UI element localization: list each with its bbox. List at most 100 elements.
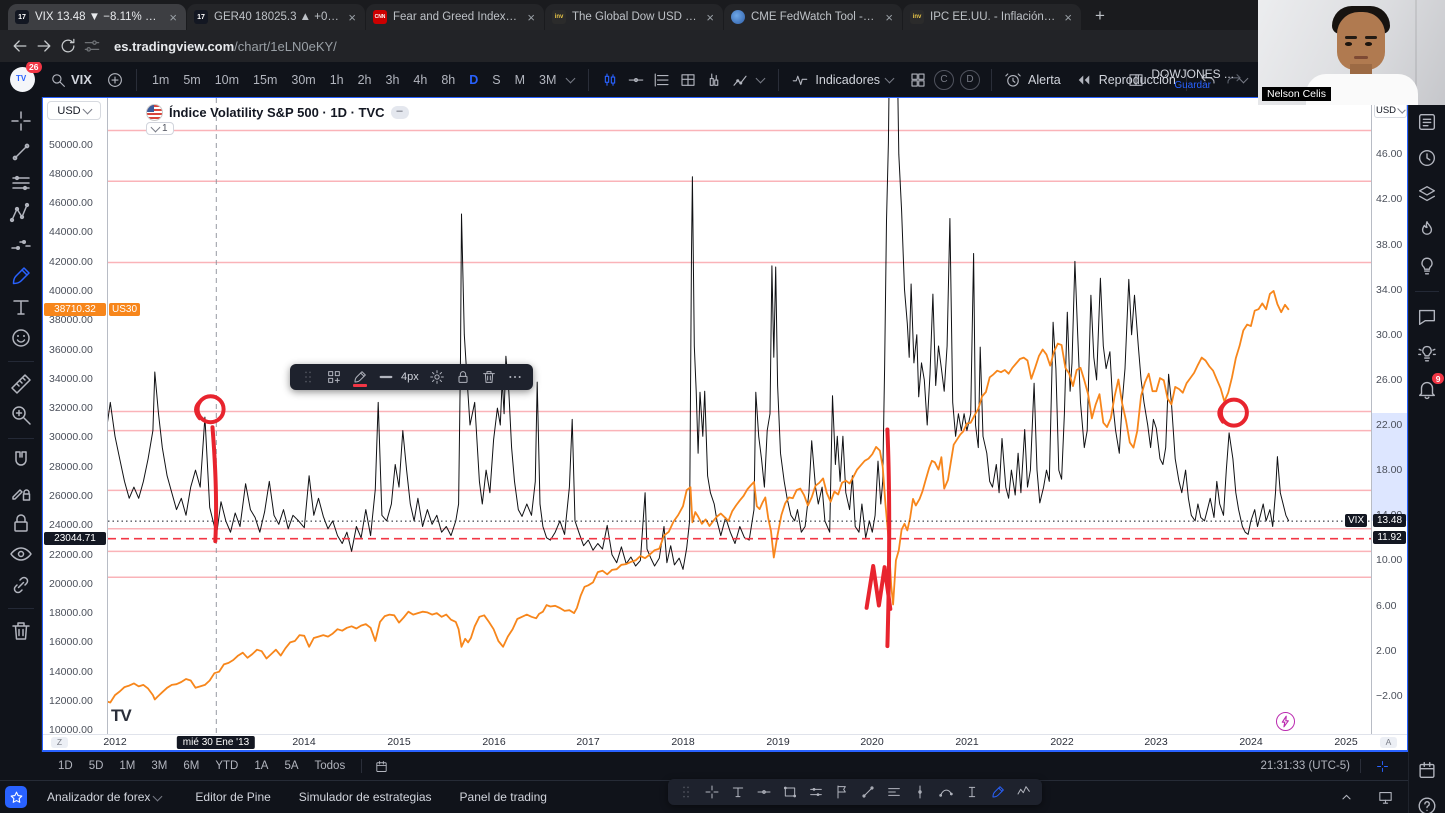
time-axis[interactable]: Z A 201220132014201520162017201820192020…	[43, 734, 1407, 750]
timeframe-10m[interactable]: 10m	[214, 72, 240, 87]
panel-tab-2[interactable]: Editor de Pine	[195, 790, 271, 804]
scroll-to-realtime-icon[interactable]	[1375, 759, 1390, 774]
indicators-chevron-icon[interactable]	[884, 73, 895, 84]
timeframe-15m[interactable]: 15m	[253, 72, 278, 87]
add-symbol-icon[interactable]	[106, 71, 124, 89]
alerts-icon[interactable]	[1416, 147, 1438, 169]
measure-tool-icon[interactable]	[9, 372, 33, 396]
timeframe-D[interactable]: D	[469, 72, 479, 87]
notifications-bell-icon[interactable]: 9	[1416, 373, 1444, 400]
timeframes-chevron-icon[interactable]	[565, 73, 576, 84]
tab-close-icon[interactable]: ×	[527, 9, 535, 25]
line-type-icon[interactable]	[627, 71, 645, 89]
collapse-legend-button[interactable]: –	[390, 106, 409, 119]
chart-plot[interactable]: Índice Volatility S&P 500 · 1D · TVC – 1…	[108, 98, 1371, 734]
channels-tool-icon[interactable]	[9, 171, 33, 195]
economic-calendar-icon[interactable]	[1416, 759, 1438, 781]
drawing-mode-lock-tool-icon[interactable]	[9, 480, 33, 504]
browser-tab-6[interactable]: inv IPC EE.UU. - Inflación de EE.U ×	[903, 4, 1081, 30]
save-button[interactable]: Guardar	[1174, 79, 1211, 91]
axis-settings-button[interactable]: A	[1380, 737, 1397, 748]
tool-crosshair-icon[interactable]	[700, 781, 724, 803]
hotlists-icon[interactable]	[1416, 219, 1438, 241]
go-to-date-icon[interactable]	[374, 759, 389, 774]
brush-color-icon[interactable]	[348, 366, 372, 388]
tool-hline-icon[interactable]	[752, 781, 776, 803]
tab-close-icon[interactable]: ×	[1064, 9, 1072, 25]
brush-tool-icon[interactable]	[9, 264, 33, 288]
chat-icon[interactable]	[1416, 306, 1438, 328]
browser-tab-4[interactable]: inv The Global Dow USD Chart (×	[545, 4, 723, 30]
crosshair-tool-icon[interactable]	[9, 109, 33, 133]
browser-tab-5[interactable]: CME FedWatch Tool - CME G ×	[724, 4, 902, 30]
favorites-star-icon[interactable]	[5, 786, 27, 808]
template-icon[interactable]	[322, 366, 346, 388]
tool-rectangle-icon[interactable]	[778, 781, 802, 803]
flash-status-badge[interactable]	[1276, 712, 1295, 731]
indicators-button[interactable]: Indicadores	[815, 72, 881, 87]
timeframe-30m[interactable]: 30m	[291, 72, 316, 87]
tool-multiline-icon[interactable]	[882, 781, 906, 803]
link-tool-icon[interactable]	[9, 573, 33, 597]
range-Todos[interactable]: Todos	[314, 760, 346, 772]
range-6M[interactable]: 6M	[183, 760, 200, 772]
tool-text-anchor-icon[interactable]	[960, 781, 984, 803]
layout-templates-icon[interactable]	[909, 71, 927, 89]
timeframe-4h[interactable]: 4h	[413, 72, 428, 87]
range-1M[interactable]: 1M	[119, 760, 136, 772]
chart-style-chevron-icon[interactable]	[755, 73, 766, 84]
hide-drawings-tool-icon[interactable]	[9, 542, 33, 566]
watchlist-icon[interactable]	[1416, 111, 1438, 133]
tool-curve-icon[interactable]	[934, 781, 958, 803]
replay-button[interactable]: Reproducción	[1098, 72, 1176, 87]
tool-brush-icon[interactable]	[986, 781, 1010, 803]
tab-close-icon[interactable]: ×	[706, 9, 714, 25]
timeframe-S[interactable]: S	[492, 72, 501, 87]
left-axis-currency-dropdown[interactable]: USD	[47, 101, 101, 120]
table-view-icon[interactable]	[679, 71, 697, 89]
range-3M[interactable]: 3M	[151, 760, 168, 772]
settings-icon[interactable]	[425, 366, 449, 388]
trash-icon[interactable]	[477, 366, 501, 388]
emoji-tool-icon[interactable]	[9, 326, 33, 350]
timeframe-3h[interactable]: 3h	[385, 72, 400, 87]
layout-chevron-icon[interactable]	[1238, 73, 1249, 84]
tool-vline-icon[interactable]	[908, 781, 932, 803]
alert-button[interactable]: Alerta	[1028, 72, 1061, 87]
left-price-axis[interactable]: USD 38710.32 23044.71 50000.00 48000.00 46…	[43, 98, 108, 736]
layout-c-badge[interactable]: C	[934, 69, 955, 90]
tab-close-icon[interactable]: ×	[885, 9, 893, 25]
range-1D[interactable]: 1D	[58, 760, 73, 772]
line-thickness-value[interactable]: 4px	[401, 371, 419, 383]
timezone-button[interactable]: Z	[51, 737, 68, 748]
panel-tab-3[interactable]: Simulador de estrategias	[298, 790, 432, 804]
layout-d-badge[interactable]: D	[960, 69, 981, 90]
clock-text[interactable]: 21:31:33 (UTC-5)	[1260, 760, 1350, 772]
tool-text-icon[interactable]	[726, 781, 750, 803]
forward-icon[interactable]	[34, 36, 54, 56]
timeframe-2h[interactable]: 2h	[357, 72, 372, 87]
tab-close-icon[interactable]: ×	[348, 9, 356, 25]
trendline-tool-icon[interactable]	[9, 140, 33, 164]
zoom-in-tool-icon[interactable]	[9, 403, 33, 427]
layout-panels-icon[interactable]	[1127, 71, 1145, 89]
text-tool-icon[interactable]	[9, 295, 33, 319]
compare-chart-icon[interactable]	[731, 71, 749, 89]
live-ideas-icon[interactable]	[1416, 342, 1438, 364]
user-avatar[interactable]: 26	[10, 61, 42, 92]
xabcd-pattern-tool-icon[interactable]	[9, 202, 33, 226]
tool-flag-icon[interactable]	[830, 781, 854, 803]
timeframe-1h[interactable]: 1h	[329, 72, 344, 87]
back-icon[interactable]	[10, 36, 30, 56]
browser-tab-2[interactable]: 17 GER40 18025.3 ▲ +0.26% M ×	[187, 4, 365, 30]
undo-icon[interactable]	[1199, 71, 1217, 89]
timeframe-M[interactable]: M	[514, 72, 526, 87]
remove-drawings-tool-icon[interactable]	[9, 619, 33, 643]
tool-pattern-icon[interactable]	[1012, 781, 1036, 803]
site-settings-icon[interactable]	[82, 36, 102, 56]
new-tab-button[interactable]: +	[1095, 6, 1105, 25]
search-icon[interactable]	[49, 71, 67, 89]
panel-tab-1[interactable]: Analizador de forex	[47, 790, 167, 804]
range-5A[interactable]: 5A	[284, 760, 299, 772]
lock-all-drawings-tool-icon[interactable]	[9, 511, 33, 535]
